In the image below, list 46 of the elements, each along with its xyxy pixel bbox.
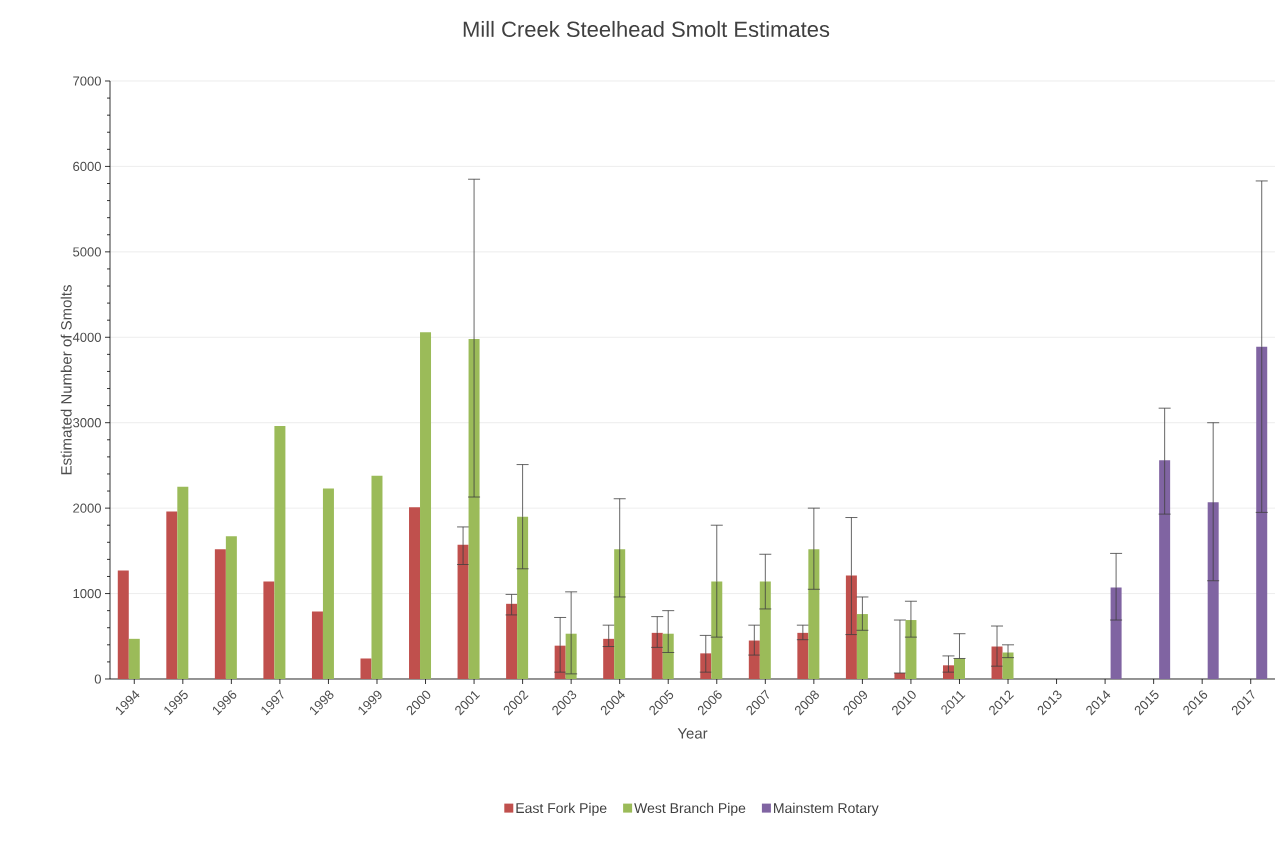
bar bbox=[603, 638, 615, 679]
x-axis-title: Year bbox=[677, 728, 708, 739]
bar bbox=[263, 581, 275, 679]
bar bbox=[274, 426, 286, 679]
bar bbox=[662, 633, 674, 679]
y-tick-label: 3000 bbox=[73, 418, 101, 428]
y-tick-label: 2000 bbox=[73, 503, 101, 513]
y-tick-label: 6000 bbox=[73, 161, 101, 172]
y-tick-label: 1000 bbox=[73, 588, 101, 599]
bar bbox=[905, 620, 917, 679]
bar bbox=[214, 549, 226, 679]
bar bbox=[1110, 587, 1122, 679]
bar bbox=[322, 488, 334, 679]
y-axis-title: Estimated Number of Smolts bbox=[60, 285, 72, 475]
bar bbox=[1207, 502, 1219, 679]
y-tick-label: 4000 bbox=[72, 332, 101, 342]
bar bbox=[614, 549, 626, 679]
bar bbox=[420, 332, 432, 679]
y-tick-label: 5000 bbox=[73, 247, 101, 257]
bar bbox=[409, 507, 421, 679]
bar bbox=[517, 516, 529, 679]
bar bbox=[748, 640, 760, 679]
bar bbox=[166, 511, 178, 679]
bar bbox=[1002, 652, 1014, 679]
bar bbox=[506, 603, 518, 679]
legend-label: East Fork Pipe bbox=[516, 802, 607, 816]
bar bbox=[856, 614, 868, 679]
bar bbox=[1159, 460, 1171, 679]
bar bbox=[128, 638, 140, 679]
bar bbox=[457, 544, 469, 679]
y-tick-label: 7000 bbox=[73, 76, 101, 86]
bar bbox=[797, 632, 809, 679]
bar bbox=[759, 581, 771, 679]
bar bbox=[1256, 346, 1268, 679]
y-tick-label: 0 bbox=[94, 674, 101, 684]
bar bbox=[360, 658, 372, 679]
bar bbox=[808, 549, 820, 679]
bar bbox=[177, 486, 189, 679]
bar bbox=[311, 611, 323, 679]
legend-label: Mainstem Rotary bbox=[774, 802, 879, 816]
bar bbox=[225, 536, 237, 679]
legend-label: West Branch Pipe bbox=[634, 802, 746, 816]
bar bbox=[117, 570, 129, 679]
chart-title: Mill Creek Steelhead Smolt Estimates bbox=[463, 20, 830, 38]
bar bbox=[371, 475, 383, 679]
bar bbox=[651, 632, 663, 679]
